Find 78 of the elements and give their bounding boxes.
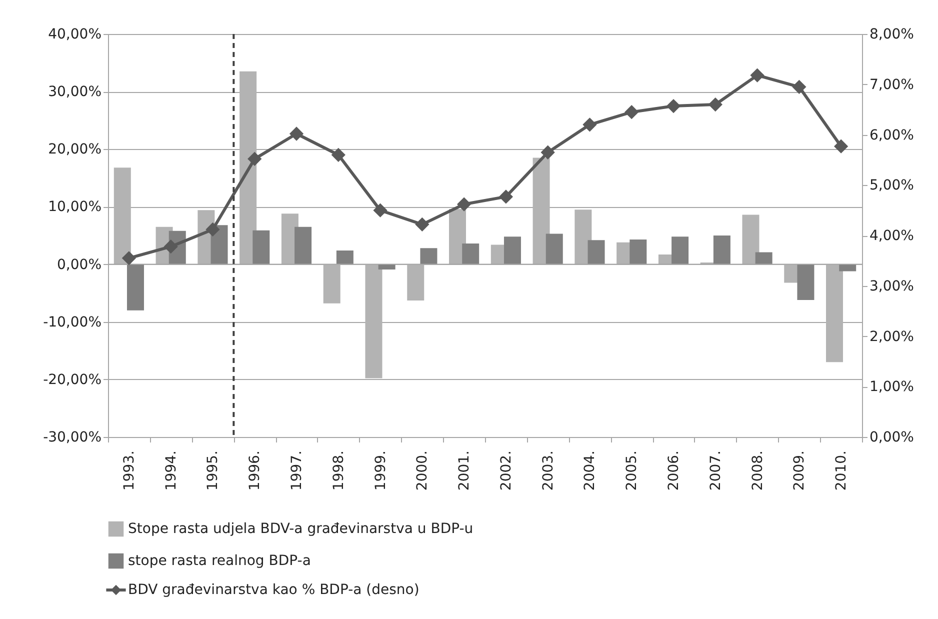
point <box>540 145 555 160</box>
point <box>666 98 681 114</box>
bar <box>574 210 592 264</box>
bar <box>294 226 312 264</box>
y2-tick-label: 8,00% <box>870 26 914 42</box>
bar <box>742 214 760 264</box>
bar <box>210 225 228 264</box>
bar <box>630 240 647 264</box>
point <box>792 80 806 94</box>
bar <box>336 250 354 264</box>
legend-label: BDV građevinarstva kao % BDP-a (desno) <box>128 582 420 598</box>
x-tick-label: 2001. <box>456 450 473 491</box>
bar <box>713 236 730 264</box>
point <box>624 105 639 120</box>
y-tick-label: 20,00% <box>48 142 102 158</box>
x-tick-label: 1996. <box>247 450 264 491</box>
bar <box>114 168 131 264</box>
x-tick-label: 2003. <box>540 450 556 491</box>
bar <box>755 252 772 264</box>
x-tick-label: 1997. <box>289 450 305 491</box>
bar <box>407 264 424 301</box>
bar <box>588 240 605 264</box>
x-tick-label: 2002. <box>498 450 514 491</box>
y2-tick-label: 2,00% <box>870 328 914 345</box>
y2-tick-label: 7,00% <box>870 76 914 93</box>
y2-tick-label: 5,00% <box>870 178 914 194</box>
bar <box>826 264 844 362</box>
point <box>415 217 430 232</box>
y-tick-label: -30,00% <box>43 430 102 446</box>
y2-tick-label: 0,00% <box>870 430 914 446</box>
x-tick-label: 2008. <box>750 450 766 491</box>
x-tick-label: 1994. <box>163 450 180 491</box>
y-tick-label: -10,00% <box>43 314 102 330</box>
point <box>248 152 262 166</box>
x-tick-label: 2006. <box>666 450 682 491</box>
legend-label: stope rasta realnog BDP-a <box>128 553 311 569</box>
point <box>708 97 722 112</box>
x-tick-label: 2000. <box>414 450 431 491</box>
x-tick-label: 2007. <box>708 450 724 491</box>
x-tick-label: 1999. <box>372 450 389 491</box>
y2-tick-label: 1,00% <box>870 379 914 396</box>
point <box>834 139 848 154</box>
y-tick-label: 0,00% <box>57 256 102 273</box>
bar <box>126 264 144 310</box>
point <box>289 126 304 141</box>
point <box>331 148 346 162</box>
x-tick-label: 1995. <box>205 450 222 491</box>
bar <box>365 264 382 378</box>
y2-tick-label: 4,00% <box>870 228 914 244</box>
x-tick-label: 1998. <box>330 450 347 491</box>
y-tick-label: -20,00% <box>43 372 102 388</box>
point <box>456 197 472 212</box>
bar <box>240 71 257 264</box>
legend-label: Stope rasta udjela BDV-a građevinarstva u BDP-u <box>128 521 474 537</box>
point <box>498 190 514 204</box>
y-tick-label: 30,00% <box>48 84 102 100</box>
x-tick-label: 2004. <box>582 450 598 491</box>
bar <box>504 236 521 264</box>
point <box>750 68 764 82</box>
bar <box>532 158 550 264</box>
x-tick-label: 2009. <box>792 450 808 491</box>
point <box>122 251 136 266</box>
bar <box>420 248 438 264</box>
y-tick-label: 10,00% <box>48 199 102 216</box>
point <box>582 118 597 132</box>
x-tick-label: 2010. <box>834 450 850 491</box>
x-tick-label: 1993. <box>121 450 138 491</box>
y-tick-label: 40,00% <box>48 26 102 42</box>
x-tick-label: 2005. <box>624 450 640 491</box>
point <box>373 203 388 218</box>
y2-tick-label: 6,00% <box>870 127 914 144</box>
bar <box>546 234 563 264</box>
bar <box>797 264 814 300</box>
y2-tick-label: 3,00% <box>870 278 914 294</box>
bar <box>462 244 480 264</box>
bar <box>672 236 689 264</box>
bar <box>252 230 270 264</box>
bar <box>323 264 340 304</box>
